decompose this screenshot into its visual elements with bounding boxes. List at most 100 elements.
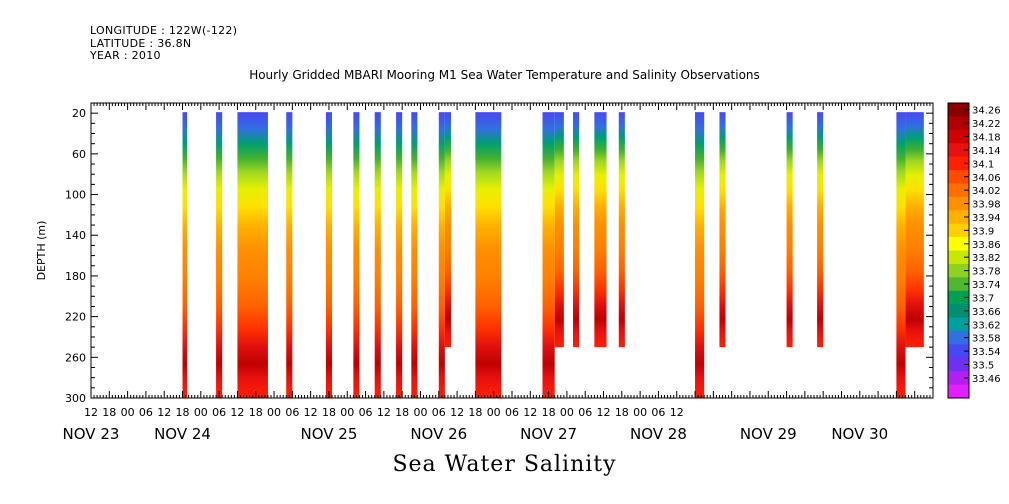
y-tick-label: 20 (72, 107, 86, 120)
observation-bar (286, 112, 293, 398)
y-tick-label: 260 (65, 351, 86, 364)
colorbar-label: 33.78 (972, 267, 1001, 278)
x-hour-label: 00 (633, 406, 647, 419)
x-hour-label: 12 (670, 406, 684, 419)
observation-bar (542, 112, 555, 398)
x-day-label: NOV 29 (740, 425, 797, 443)
x-hour-label: 12 (84, 406, 98, 419)
x-hour-label: 00 (194, 406, 208, 419)
y-tick-label: 180 (65, 270, 86, 283)
observation-bar (396, 112, 403, 398)
colorbar-swatch (948, 330, 969, 345)
colorbar-border (947, 102, 970, 399)
colorbar-swatch (948, 129, 969, 144)
observation-bar (475, 112, 502, 398)
x-day-label: NOV 30 (831, 425, 888, 443)
x-hour-label: 18 (102, 406, 116, 419)
colorbar-label: 33.62 (972, 320, 1001, 331)
x-hour-label: 00 (340, 406, 354, 419)
x-hour-label: 12 (597, 406, 611, 419)
colorbar-label: 33.86 (972, 240, 1001, 251)
colorbar-label: 34.18 (972, 133, 1001, 144)
colorbar-label: 34.06 (972, 173, 1001, 184)
y-tick-label: 220 (65, 311, 86, 324)
x-hour-label: 18 (395, 406, 409, 419)
colorbar-swatch (948, 170, 969, 184)
colorbar-swatch (948, 210, 969, 225)
x-hour-label: 12 (304, 406, 318, 419)
observation-bar (817, 112, 824, 348)
x-hour-label: 18 (615, 406, 629, 419)
colorbar-swatch (948, 304, 969, 319)
colorbar-label: 33.94 (972, 213, 1001, 224)
observation-bar (374, 112, 381, 398)
observation-bar (896, 112, 906, 398)
colorbar-swatch (948, 143, 969, 158)
x-hour-label: 00 (267, 406, 281, 419)
x-hour-label: 06 (139, 406, 153, 419)
colorbar-label: 33.46 (972, 374, 1001, 385)
x-axis: 12 18 00 06 12 18 00 06 12 18 00 06 12 18 00 06 12 18 0 0 0 6… (63, 103, 934, 443)
x-hour-label: 12 (157, 406, 171, 419)
observation-bar (786, 112, 793, 348)
colorbar-swatch (948, 103, 969, 117)
x-day-label: NOV 25 (301, 425, 358, 443)
observation-bars (182, 112, 924, 398)
x-hour-label: 06 (505, 406, 519, 419)
colorbar-label: 33.66 (972, 307, 1001, 318)
colorbar-swatch (948, 317, 969, 332)
observation-bar (411, 112, 418, 398)
colorbar-swatch (948, 344, 969, 359)
x-hour-label: 06 (578, 406, 592, 419)
x-hour-label: 18 (322, 406, 336, 419)
observation-bar (325, 112, 333, 398)
y-tick-label: 100 (65, 189, 86, 202)
x-hour-label: 12 (230, 406, 244, 419)
colorbar-label: 33.98 (972, 200, 1001, 211)
observation-bar (594, 112, 607, 348)
y-axis: 20 60 100 140 180 220 260 300 DEPTH (m) (35, 102, 933, 405)
x-day-label: NOV 26 (410, 425, 467, 443)
colorbar-label: 33.54 (972, 347, 1001, 358)
x-hour-label: 12 (523, 406, 537, 419)
observation-bar (216, 112, 223, 398)
observation-bar (719, 112, 726, 348)
colorbar-swatch (948, 357, 969, 372)
colorbar-label: 34.02 (972, 186, 1001, 197)
x-hour-label: 00 (487, 406, 501, 419)
colorbar-swatch (948, 223, 969, 238)
x-day-label: NOV 24 (154, 425, 211, 443)
colorbar-label: 33.74 (972, 280, 1001, 291)
x-hour-label: 18 (542, 406, 556, 419)
colorbar-label: 34.22 (972, 119, 1001, 130)
x-hour-label: 18 (176, 406, 190, 419)
y-tick-label: 60 (72, 148, 86, 161)
observation-bar (554, 112, 564, 348)
colorbar-label: 34.26 (972, 106, 1001, 117)
colorbar-swatch (948, 277, 969, 292)
x-hour-label: 12 (450, 406, 464, 419)
y-tick-label: 140 (65, 229, 86, 242)
x-hour-label: 18 (468, 406, 482, 419)
observation-bar (353, 112, 360, 398)
x-day-label: NOV 23 (63, 425, 120, 443)
colorbar-label: 34.1 (972, 159, 994, 170)
x-hour-label: 06 (651, 406, 665, 419)
colorbar-swatch (948, 250, 969, 265)
colorbar: 34.26 34.22 34.18 34.14 34.1 34.06 34.02 33.98 3… (947, 102, 1001, 399)
colorbar-label: 33.7 (972, 293, 994, 304)
observation-bar (438, 112, 445, 398)
colorbar-label: 33.9 (972, 226, 994, 237)
colorbar-swatch (948, 116, 969, 131)
colorbar-swatch (948, 196, 969, 211)
observation-bar (695, 112, 705, 398)
colorbar-swatch (948, 290, 969, 305)
colorbar-swatch (948, 263, 969, 278)
observation-bar (905, 112, 924, 348)
x-hour-label: 18 (249, 406, 263, 419)
observation-bar (444, 112, 451, 348)
year-label: YEAR : 2010 (90, 49, 161, 62)
colorbar-label: 33.58 (972, 334, 1001, 345)
x-hour-label: 00 (413, 406, 427, 419)
